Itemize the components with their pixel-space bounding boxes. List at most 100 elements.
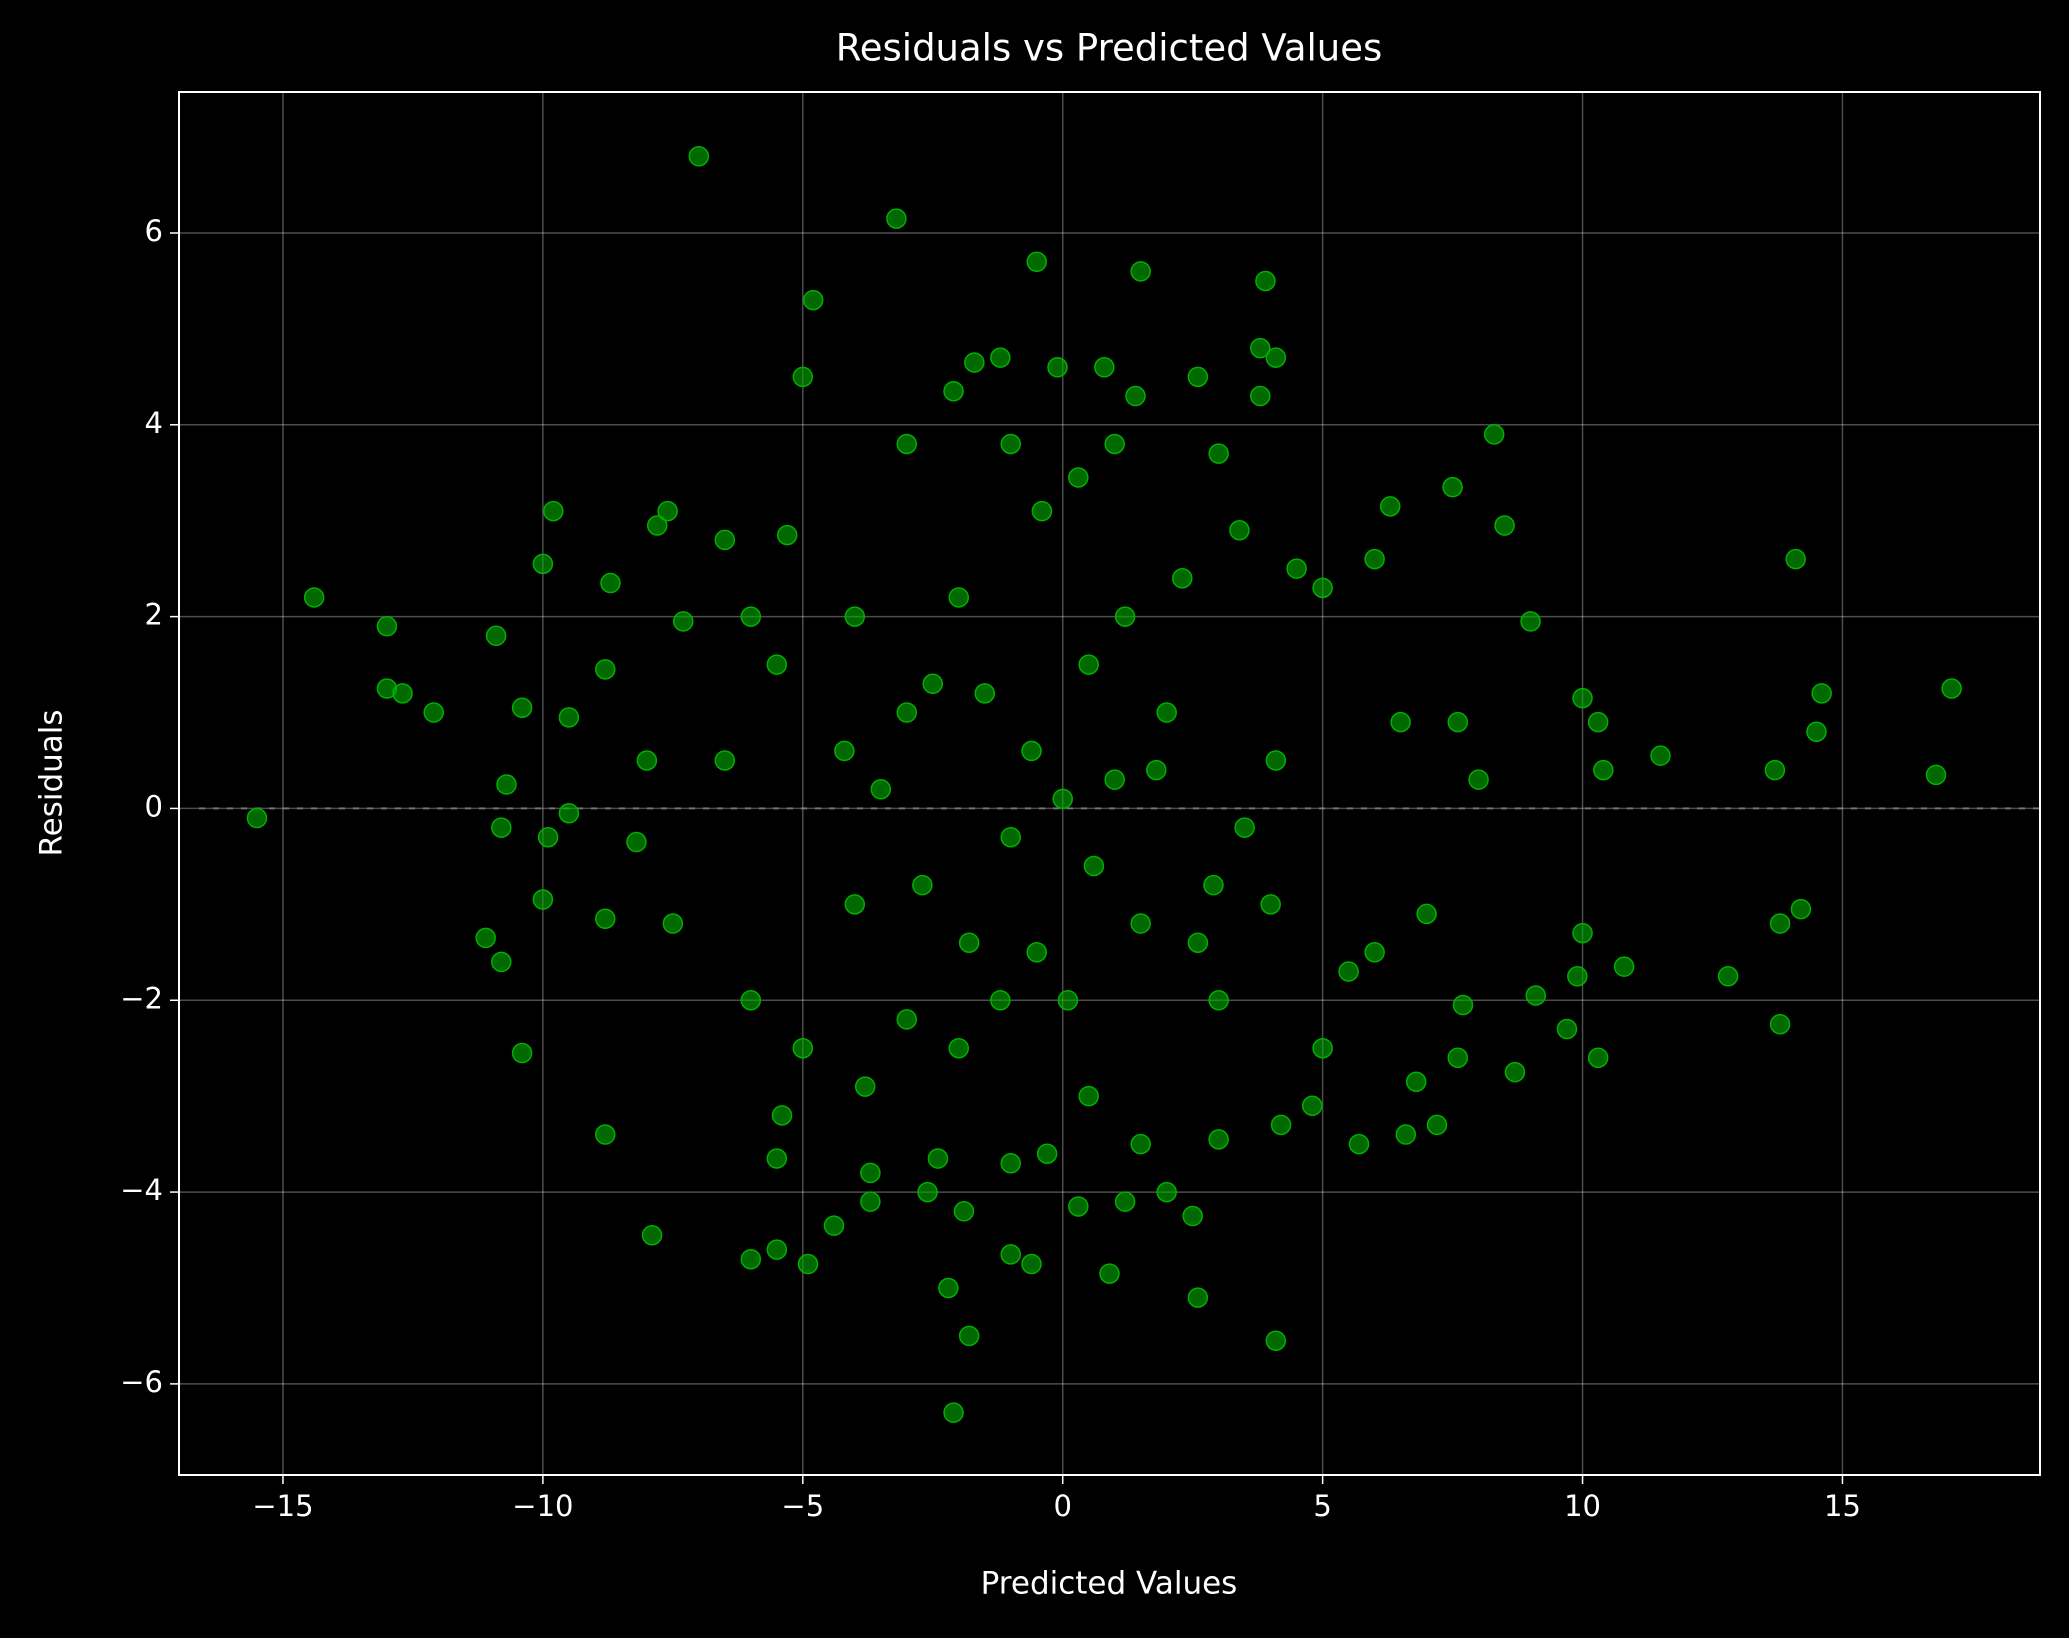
point xyxy=(511,1042,533,1064)
y-tick-label: 2 xyxy=(145,598,163,632)
point xyxy=(896,1009,918,1030)
point xyxy=(626,831,647,853)
point xyxy=(1078,1085,1099,1107)
point xyxy=(943,1402,964,1423)
point xyxy=(1068,467,1089,488)
x-tick-label: −5 xyxy=(781,1489,824,1523)
point xyxy=(491,817,512,838)
point xyxy=(776,524,798,546)
point xyxy=(948,587,969,608)
point xyxy=(1338,961,1359,982)
point xyxy=(870,779,892,800)
point xyxy=(1026,942,1047,963)
point xyxy=(595,659,616,680)
point xyxy=(1250,385,1271,407)
point xyxy=(1114,1191,1136,1212)
point xyxy=(860,1191,881,1212)
point xyxy=(532,553,554,575)
point xyxy=(1301,1095,1323,1117)
point xyxy=(1364,942,1385,963)
point xyxy=(532,889,554,910)
point xyxy=(1717,966,1739,987)
point xyxy=(1208,990,1229,1011)
point xyxy=(1000,1244,1021,1265)
plot-frame xyxy=(178,91,2041,1476)
point xyxy=(1000,826,1021,848)
point xyxy=(1021,1253,1042,1275)
point xyxy=(1525,985,1547,1006)
y-tick-label: 6 xyxy=(145,214,163,248)
point xyxy=(958,1325,980,1347)
point xyxy=(558,802,580,824)
x-tick-label: 10 xyxy=(1564,1489,1601,1523)
point xyxy=(496,774,517,795)
point xyxy=(641,1224,663,1246)
point xyxy=(1078,654,1099,675)
point xyxy=(1255,270,1276,292)
point xyxy=(1811,683,1832,704)
y-tick-label: −4 xyxy=(120,1173,163,1207)
point xyxy=(938,1277,959,1299)
point xyxy=(1250,337,1271,359)
point xyxy=(537,826,559,848)
y-axis-label: Residuals xyxy=(34,709,70,856)
point xyxy=(1650,745,1671,766)
point xyxy=(1567,966,1588,987)
point xyxy=(1047,357,1068,378)
y-tick-label: 4 xyxy=(145,406,163,440)
point xyxy=(1026,251,1047,273)
point xyxy=(740,990,762,1011)
point xyxy=(1114,606,1136,627)
point xyxy=(844,894,866,915)
point xyxy=(802,289,824,311)
point xyxy=(491,951,512,973)
point xyxy=(912,874,933,896)
point xyxy=(246,807,268,829)
point xyxy=(1130,1133,1151,1155)
point xyxy=(1260,894,1281,915)
point xyxy=(1520,611,1541,632)
point xyxy=(1130,261,1151,282)
point xyxy=(1468,769,1489,790)
point xyxy=(1208,443,1229,464)
point xyxy=(1068,1196,1089,1217)
x-tick-label: 15 xyxy=(1824,1489,1861,1523)
point xyxy=(792,1037,814,1059)
point xyxy=(740,1248,762,1270)
point xyxy=(657,500,678,522)
point xyxy=(1790,898,1812,920)
point xyxy=(1036,1143,1058,1164)
point xyxy=(662,913,684,934)
point xyxy=(1130,913,1151,934)
point xyxy=(823,1215,845,1236)
point xyxy=(740,606,762,627)
point xyxy=(1348,1133,1370,1155)
point xyxy=(688,146,710,167)
point xyxy=(1104,433,1125,455)
point xyxy=(1416,903,1437,925)
point xyxy=(600,572,621,594)
point xyxy=(1504,1061,1526,1083)
point xyxy=(922,673,944,695)
point xyxy=(1447,1047,1469,1069)
point xyxy=(1452,994,1474,1016)
point xyxy=(543,500,564,522)
point xyxy=(1156,1181,1177,1203)
point xyxy=(792,366,814,388)
point xyxy=(595,908,616,929)
point xyxy=(672,611,694,632)
point xyxy=(1925,764,1947,786)
x-tick-label: 0 xyxy=(1053,1489,1071,1523)
point xyxy=(1099,1263,1120,1284)
point xyxy=(953,1201,975,1222)
point xyxy=(844,606,866,627)
point xyxy=(1941,678,1962,699)
point xyxy=(771,1105,793,1126)
point xyxy=(1769,913,1791,934)
point xyxy=(860,1162,881,1184)
point xyxy=(1187,1287,1209,1308)
y-tick-label: −6 xyxy=(120,1365,163,1399)
point xyxy=(1613,956,1635,977)
x-axis-label: Predicted Values xyxy=(981,1566,1238,1602)
